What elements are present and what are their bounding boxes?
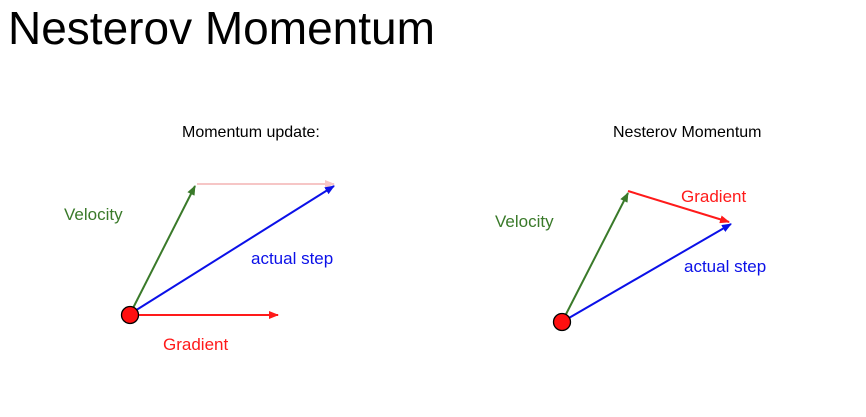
momentum-actual-step-label: actual step [251,249,334,268]
momentum-velocity-label: Velocity [64,205,123,224]
nesterov-gradient-label: Gradient [681,187,747,206]
momentum-actual-step-arrow [129,185,335,315]
nesterov-momentum-diagram [552,190,732,332]
page-title: Nesterov Momentum [8,2,435,54]
momentum-update-diagram [120,180,335,325]
momentum-start-point [120,305,140,325]
nesterov-start-point [552,312,572,332]
nesterov-panel-title: Nesterov Momentum [613,124,762,141]
momentum-panel-title: Momentum update: [182,124,320,141]
nesterov-velocity-arrow [561,192,629,323]
momentum-velocity-arrow [129,185,196,315]
nesterov-velocity-label: Velocity [495,212,554,231]
momentum-gradient-label: Gradient [163,335,229,354]
nesterov-gradient-arrow [627,190,730,224]
nesterov-actual-step-label: actual step [684,257,767,276]
nesterov-actual-step-arrow [561,223,732,323]
